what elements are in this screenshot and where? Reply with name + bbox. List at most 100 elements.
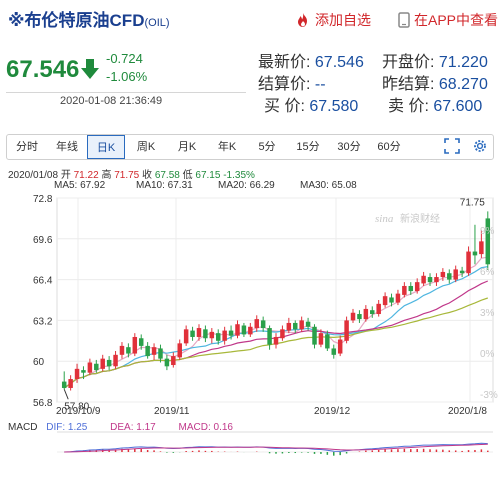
macd-dea: DEA: 1.17 xyxy=(110,422,156,433)
tab-5min[interactable]: 5分 xyxy=(258,141,276,153)
candle-body xyxy=(203,329,208,339)
candle-body xyxy=(344,320,349,341)
tab-monthly-k[interactable]: 月K xyxy=(177,141,197,153)
candle-body xyxy=(479,241,484,255)
candle-body xyxy=(248,326,253,335)
stat-label: 卖 价: xyxy=(388,98,429,115)
ohlc-open: 71.22 xyxy=(73,170,99,181)
candle-body xyxy=(325,334,330,349)
candle-body xyxy=(119,345,125,355)
candle-body xyxy=(382,296,388,306)
sina-watermark-logo: sina xyxy=(375,213,394,225)
candle-body xyxy=(215,333,221,341)
chart-grid xyxy=(56,197,494,403)
stat-label: 开盘价: xyxy=(382,54,435,71)
candle-body xyxy=(158,348,163,359)
candle-body xyxy=(485,218,491,265)
view-in-app-button[interactable]: 在APP中查看 xyxy=(398,10,498,30)
dea-line xyxy=(64,443,488,453)
add-favorite-label: 添加自选 xyxy=(315,12,371,28)
candle-body xyxy=(472,251,478,256)
tab-intraday[interactable]: 分时 xyxy=(16,141,38,153)
tab-year-line[interactable]: 年线 xyxy=(56,141,78,153)
chart-tools xyxy=(443,137,489,155)
y-tick-label: 56.8 xyxy=(33,398,53,409)
price-divider xyxy=(6,92,246,93)
quote-timestamp: 2020-01-08 21:36:49 xyxy=(60,95,163,107)
candle-body xyxy=(61,381,67,388)
ohlc-date: 2020/01/08 xyxy=(8,170,59,181)
stat-label: 昨结算: xyxy=(382,76,435,93)
candle-body xyxy=(260,320,266,329)
candle-body xyxy=(427,277,433,283)
tab-weekly-k[interactable]: 周K xyxy=(136,141,156,153)
change-value: -0.724 xyxy=(106,51,143,66)
y-tick-label: 63.2 xyxy=(33,316,53,327)
candle-body xyxy=(235,324,240,336)
add-favorite-button[interactable]: 添加自选 xyxy=(295,10,371,30)
page-title: ※布伦特原油CFD(OIL) xyxy=(8,6,170,31)
candle-body xyxy=(453,269,458,280)
change-percent: -1.06% xyxy=(106,69,148,84)
tab-yearly-k[interactable]: 年K xyxy=(217,141,237,153)
fullscreen-icon[interactable] xyxy=(443,137,461,155)
candle-body xyxy=(421,275,426,284)
y-tick-label: 60 xyxy=(33,357,45,368)
candle-body xyxy=(113,354,118,367)
candle-body xyxy=(389,297,394,303)
ma5-label: MA5: 67.92 xyxy=(54,180,106,191)
stat-label: 最新价: xyxy=(258,54,311,71)
ohlc-close: 67.58 xyxy=(154,170,180,181)
view-in-app-label: 在APP中查看 xyxy=(414,12,499,28)
tab-daily-k[interactable]: 日K xyxy=(87,135,125,159)
ma10-label: MA10: 67.31 xyxy=(136,180,193,191)
candle-body xyxy=(363,308,369,320)
x-tick-label: 2019/10/9 xyxy=(56,406,101,417)
ma-lines: 71.75 57.80 xyxy=(63,197,489,412)
tab-60min[interactable]: 60分 xyxy=(377,141,401,153)
candle-body xyxy=(138,338,144,346)
candle-body xyxy=(273,336,279,345)
fire-icon xyxy=(298,13,307,27)
stat-prev-settle: 昨结算: 68.270 xyxy=(382,70,488,94)
candle-body xyxy=(459,270,465,274)
stat-value: 71.220 xyxy=(438,54,488,71)
tab-30min[interactable]: 30分 xyxy=(337,141,361,153)
ma30-label: MA30: 65.08 xyxy=(300,180,357,191)
watermark: 新浪财经 xyxy=(400,212,440,225)
candle-body xyxy=(440,271,446,278)
candle-body xyxy=(183,329,189,344)
candle-body xyxy=(254,319,259,329)
period-tabs: 分时 年线 日K 周K 月K 年K 5分 15分 30分 60分 xyxy=(6,134,494,160)
candle-body xyxy=(370,310,375,315)
candle-body xyxy=(196,328,202,337)
candle-body xyxy=(414,282,420,292)
candle-body xyxy=(331,348,337,355)
y-tick-label: 69.6 xyxy=(33,235,53,246)
candle-body xyxy=(222,330,227,341)
stat-open: 开盘价: 71.220 xyxy=(382,48,488,72)
y-tick-label: 66.4 xyxy=(33,276,53,287)
candle-body xyxy=(177,343,182,358)
dif-line xyxy=(64,442,488,453)
candle-body xyxy=(126,347,131,354)
settings-icon[interactable] xyxy=(471,137,489,155)
stat-ask: 卖 价: 67.600 xyxy=(388,92,482,116)
x-tick-label: 2019/12 xyxy=(314,406,351,417)
title-bar: ※布伦特原油CFD(OIL) 添加自选 在APP中查看 xyxy=(0,0,500,38)
ohlc-close-label: 收 xyxy=(142,170,153,181)
candle-body xyxy=(447,273,452,280)
candle-body xyxy=(171,356,176,366)
percent-axis: 9% 6% 3% 0% -3% xyxy=(480,226,498,401)
candle-body xyxy=(241,325,247,335)
candle-body xyxy=(312,326,317,345)
price-change: -0.724 -1.06% xyxy=(106,50,147,86)
min-price-pointer xyxy=(63,389,69,400)
tab-15min[interactable]: 15分 xyxy=(296,141,320,153)
candle-body xyxy=(87,362,93,373)
phone-icon xyxy=(398,12,410,28)
stat-settle: 结算价: -- xyxy=(258,70,326,94)
candle-body xyxy=(376,303,381,315)
ma-line xyxy=(63,266,488,389)
